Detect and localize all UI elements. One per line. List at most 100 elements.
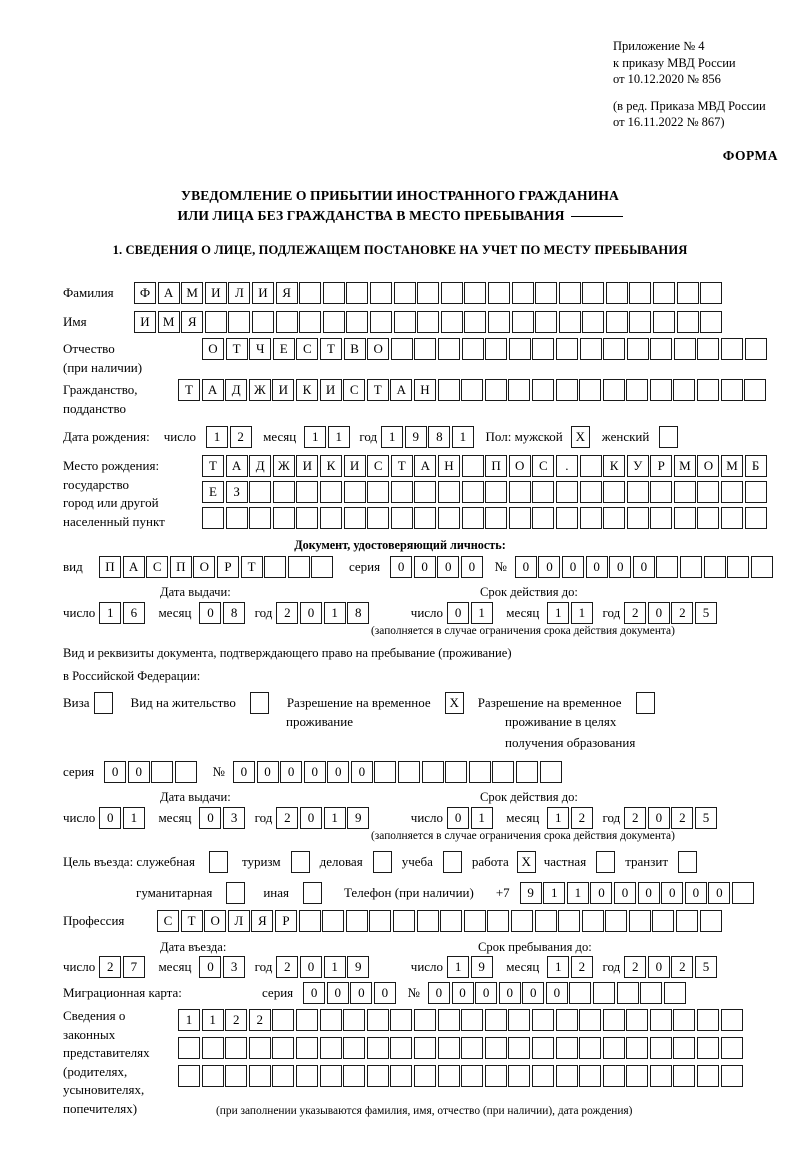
char-cell[interactable]: Я [251,910,274,932]
char-cell[interactable]: 2 [624,956,647,978]
char-cell[interactable] [319,1065,342,1087]
permit-residence-checkbox[interactable] [249,692,269,714]
char-cell[interactable]: К [319,455,342,477]
char-cell[interactable] [367,507,390,529]
char-cell[interactable]: 1 [323,807,346,829]
char-cell[interactable]: 9 [404,426,427,448]
char-cell[interactable] [272,481,295,503]
char-cell[interactable]: 1 [543,882,566,904]
char-cell[interactable]: 1 [323,956,346,978]
char-cell[interactable] [744,379,767,401]
char-cell[interactable]: 1 [178,1009,200,1031]
char-cell[interactable]: Н [437,455,460,477]
char-cell[interactable] [343,1065,366,1087]
char-cell[interactable] [602,1037,625,1059]
char-cell[interactable]: 2 [570,956,593,978]
char-cell[interactable]: К [295,379,318,401]
char-cell[interactable] [487,910,510,932]
char-cell[interactable]: 9 [470,956,493,978]
char-cell[interactable] [445,761,468,783]
char-cell[interactable] [249,481,272,503]
char-cell[interactable] [464,311,487,333]
char-cell[interactable]: 0 [390,556,413,578]
char-cell[interactable] [697,1009,720,1031]
char-cell[interactable] [437,507,460,529]
char-cell[interactable]: 8 [428,426,451,448]
char-cell[interactable]: П [485,455,508,477]
char-cell[interactable]: Е [202,481,224,503]
char-cell[interactable] [511,311,534,333]
representatives-cells-row-2[interactable] [178,1037,744,1059]
char-cell[interactable]: 2 [624,807,647,829]
char-cell[interactable] [275,311,298,333]
char-cell[interactable] [605,311,628,333]
char-cell[interactable] [700,311,723,333]
char-cell[interactable] [484,1037,507,1059]
char-cell[interactable]: 0 [199,602,222,624]
char-cell[interactable] [582,282,605,304]
char-cell[interactable] [629,282,652,304]
char-cell[interactable] [343,1037,366,1059]
char-cell[interactable] [414,338,437,360]
char-cell[interactable]: 0 [373,982,396,1004]
permit-visa-checkbox[interactable] [93,692,113,714]
char-cell[interactable] [296,507,319,529]
char-cell[interactable]: 0 [538,556,561,578]
char-cell[interactable] [653,311,676,333]
char-cell[interactable] [676,311,699,333]
char-cell[interactable] [720,1065,743,1087]
char-cell[interactable]: 1 [205,426,228,448]
char-cell[interactable] [555,1009,578,1031]
char-cell[interactable]: 0 [590,882,613,904]
char-cell[interactable]: 0 [545,982,568,1004]
char-cell[interactable]: 1 [327,426,350,448]
char-cell[interactable] [579,338,602,360]
char-cell[interactable]: 0 [300,956,323,978]
char-cell[interactable] [649,1065,672,1087]
char-cell[interactable]: 1 [470,602,493,624]
char-cell[interactable]: 0 [300,807,323,829]
char-cell[interactable]: О [202,338,224,360]
char-cell[interactable] [225,507,248,529]
char-cell[interactable]: 1 [304,426,327,448]
char-cell[interactable]: 2 [276,807,299,829]
char-cell[interactable]: 0 [647,956,670,978]
char-cell[interactable] [413,1009,436,1031]
char-cell[interactable] [581,910,604,932]
char-cell[interactable] [468,761,491,783]
char-cell[interactable]: 2 [99,956,122,978]
char-cell[interactable]: П [99,556,121,578]
char-cell[interactable] [461,379,484,401]
char-cell[interactable]: 1 [547,602,570,624]
char-cell[interactable] [673,481,696,503]
char-cell[interactable]: 0 [614,882,637,904]
char-cell[interactable]: О [193,556,216,578]
purpose-business-checkbox[interactable] [372,851,392,873]
char-cell[interactable]: О [508,455,531,477]
char-cell[interactable] [343,507,366,529]
char-cell[interactable]: Б [744,455,767,477]
char-cell[interactable]: Т [319,338,342,360]
char-cell[interactable]: 0 [350,982,373,1004]
char-cell[interactable]: 1 [566,882,589,904]
char-cell[interactable] [366,1065,389,1087]
char-cell[interactable] [605,910,628,932]
char-cell[interactable]: 1 [122,807,145,829]
char-cell[interactable] [673,379,696,401]
char-cell[interactable] [531,1065,554,1087]
char-cell[interactable]: О [367,338,390,360]
representatives-cells-row-3[interactable] [178,1065,744,1087]
char-cell[interactable]: 0 [104,761,127,783]
char-cell[interactable] [626,379,649,401]
char-cell[interactable] [390,481,413,503]
char-cell[interactable] [558,282,581,304]
char-cell[interactable] [299,311,322,333]
char-cell[interactable] [579,1037,602,1059]
